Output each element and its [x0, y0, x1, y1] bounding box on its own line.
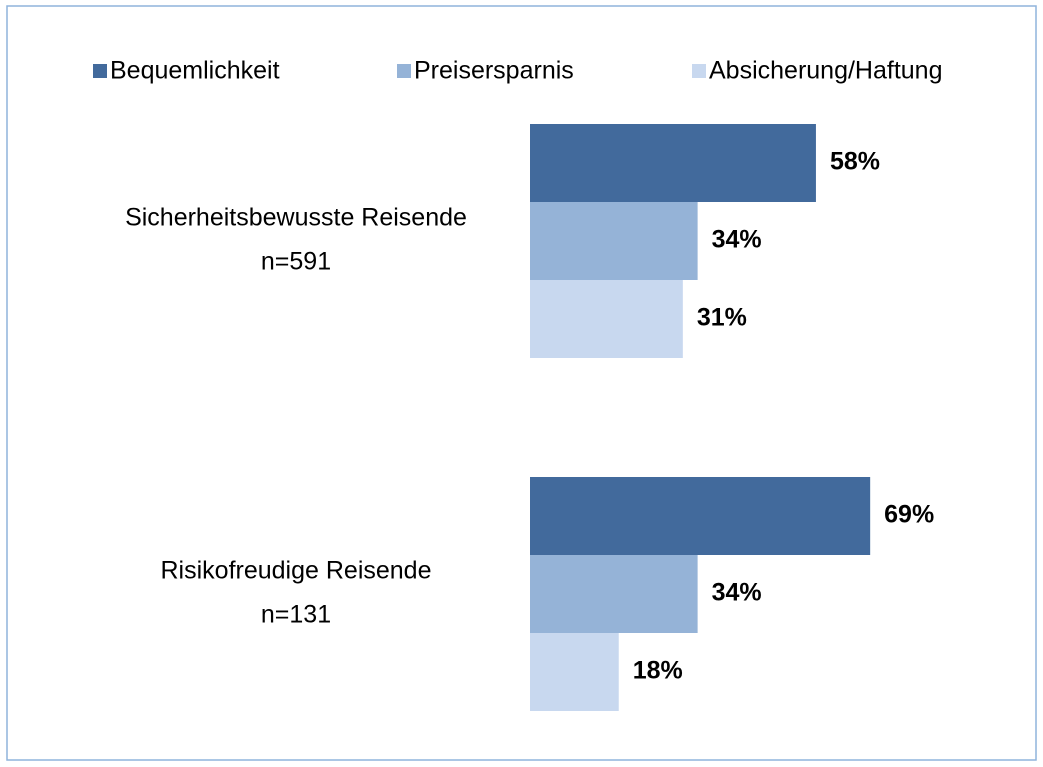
legend-label: Preisersparnis: [414, 57, 574, 85]
category-label: n=131: [261, 601, 331, 629]
category-label: Risikofreudige Reisende: [161, 557, 432, 585]
value-label: 58%: [830, 148, 880, 176]
value-label: 69%: [884, 501, 934, 529]
legend-swatch: [93, 64, 107, 78]
frame: [6, 5, 1037, 761]
legend-label: Absicherung/Haftung: [709, 57, 942, 85]
bar: [530, 280, 683, 358]
bar: [530, 202, 698, 280]
value-label: 34%: [712, 579, 762, 607]
value-label: 18%: [633, 657, 683, 685]
category-label: Sicherheitsbewusste Reisende: [125, 204, 467, 232]
bar: [530, 555, 698, 633]
bar: [530, 124, 816, 202]
legend-swatch: [692, 64, 706, 78]
bar: [530, 633, 619, 711]
bar: [530, 477, 871, 555]
legend-label: Bequemlichkeit: [110, 57, 280, 85]
value-label: 31%: [697, 304, 747, 332]
legend-swatch: [397, 64, 411, 78]
value-label: 34%: [712, 226, 762, 254]
category-label: n=591: [261, 248, 331, 276]
